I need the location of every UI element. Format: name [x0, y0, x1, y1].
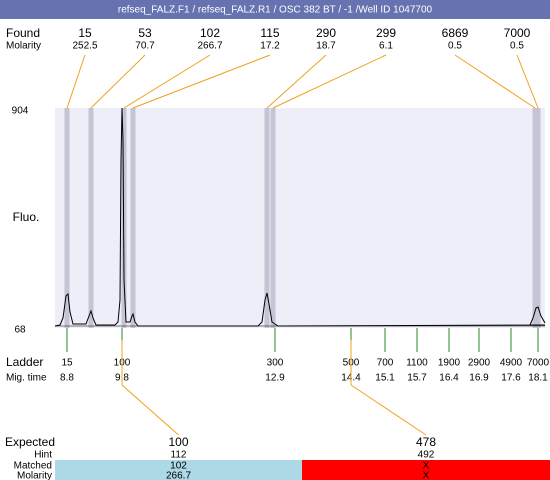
- ladder-time: 12.9: [265, 373, 285, 384]
- peak-band: [64, 108, 70, 328]
- expected-link: [350, 384, 427, 436]
- plot-area: [55, 108, 545, 328]
- peak-link: [66, 54, 86, 109]
- found-molarity: 252.5: [72, 41, 97, 52]
- matched: 102: [170, 461, 187, 472]
- title: refseq_FALZ.F1 / refseq_FALZ.R1 / OSC 38…: [118, 5, 433, 16]
- peak-link: [454, 54, 536, 109]
- ladder-size: 7000: [527, 358, 550, 369]
- ladder-time: 16.4: [439, 373, 459, 384]
- found-size: 6869: [442, 26, 469, 40]
- peak-link: [90, 54, 146, 109]
- ladder-size: 700: [377, 358, 394, 369]
- ladder-time: 17.6: [501, 373, 521, 384]
- found-size: 102: [200, 26, 220, 40]
- found-molarity: 266.7: [197, 41, 222, 52]
- match-box: [302, 460, 550, 480]
- peak-link: [266, 54, 327, 109]
- ladder-time: 15.1: [375, 373, 395, 384]
- ladder-label: Ladder: [6, 355, 43, 369]
- peak-band: [270, 108, 276, 328]
- ladder-size: 300: [267, 358, 284, 369]
- peak-link: [272, 54, 387, 109]
- ladder-size: 2900: [468, 358, 491, 369]
- title-bar: [0, 0, 550, 19]
- trace: [54, 107, 546, 327]
- found-size: 299: [376, 26, 396, 40]
- found-molarity: 0.5: [448, 41, 462, 52]
- peak-link: [516, 54, 539, 109]
- hint: 112: [171, 450, 187, 461]
- y-top-label: 904: [12, 106, 29, 117]
- expected-size: 100: [168, 435, 188, 449]
- match-box: [55, 460, 302, 480]
- peak-band: [88, 108, 94, 328]
- peak-band: [535, 108, 541, 328]
- found-size: 290: [316, 26, 336, 40]
- found-molarity: 17.2: [260, 41, 280, 52]
- found-molarity: 70.7: [135, 41, 155, 52]
- y-axis-label: Fluo.: [13, 210, 40, 224]
- expected-size: 478: [416, 435, 436, 449]
- ladder-time: 8.8: [60, 373, 74, 384]
- peak-band: [532, 108, 538, 328]
- ladder-time: 16.9: [469, 373, 489, 384]
- ladder-size: 1100: [406, 358, 428, 369]
- found-size: 7000: [504, 26, 531, 40]
- molarity-label: Molarity: [6, 41, 41, 52]
- ladder-size: 4900: [500, 358, 523, 369]
- matched-label: Matched: [14, 461, 52, 472]
- found-label: Found: [6, 26, 40, 40]
- ladder-size: 15: [61, 358, 73, 369]
- found-molarity: 18.7: [316, 41, 336, 52]
- expected-molarity: 266.7: [166, 471, 191, 480]
- peak-band: [264, 108, 270, 328]
- hint-label: Hint: [34, 450, 52, 461]
- mig-time-label: Mig. time: [6, 373, 47, 384]
- hint: 492: [418, 450, 435, 461]
- matched: X: [423, 461, 430, 472]
- peak-link: [132, 54, 271, 109]
- ladder-time: 15.7: [407, 373, 427, 384]
- ladder-size: 1900: [438, 358, 461, 369]
- found-size: 115: [260, 26, 279, 40]
- found-size: 15: [78, 26, 92, 40]
- y-bottom-label: 68: [14, 325, 26, 336]
- expected-label: Expected: [5, 435, 55, 449]
- expected-link: [121, 384, 179, 436]
- ladder-time: 18.1: [528, 373, 548, 384]
- found-molarity: 0.5: [510, 41, 524, 52]
- expected-molarity: X: [423, 471, 430, 480]
- peak-band: [130, 108, 136, 328]
- expected-molarity-label: Molarity: [17, 471, 52, 480]
- found-size: 53: [138, 26, 152, 40]
- peak-link: [123, 54, 211, 109]
- found-molarity: 6.1: [379, 41, 393, 52]
